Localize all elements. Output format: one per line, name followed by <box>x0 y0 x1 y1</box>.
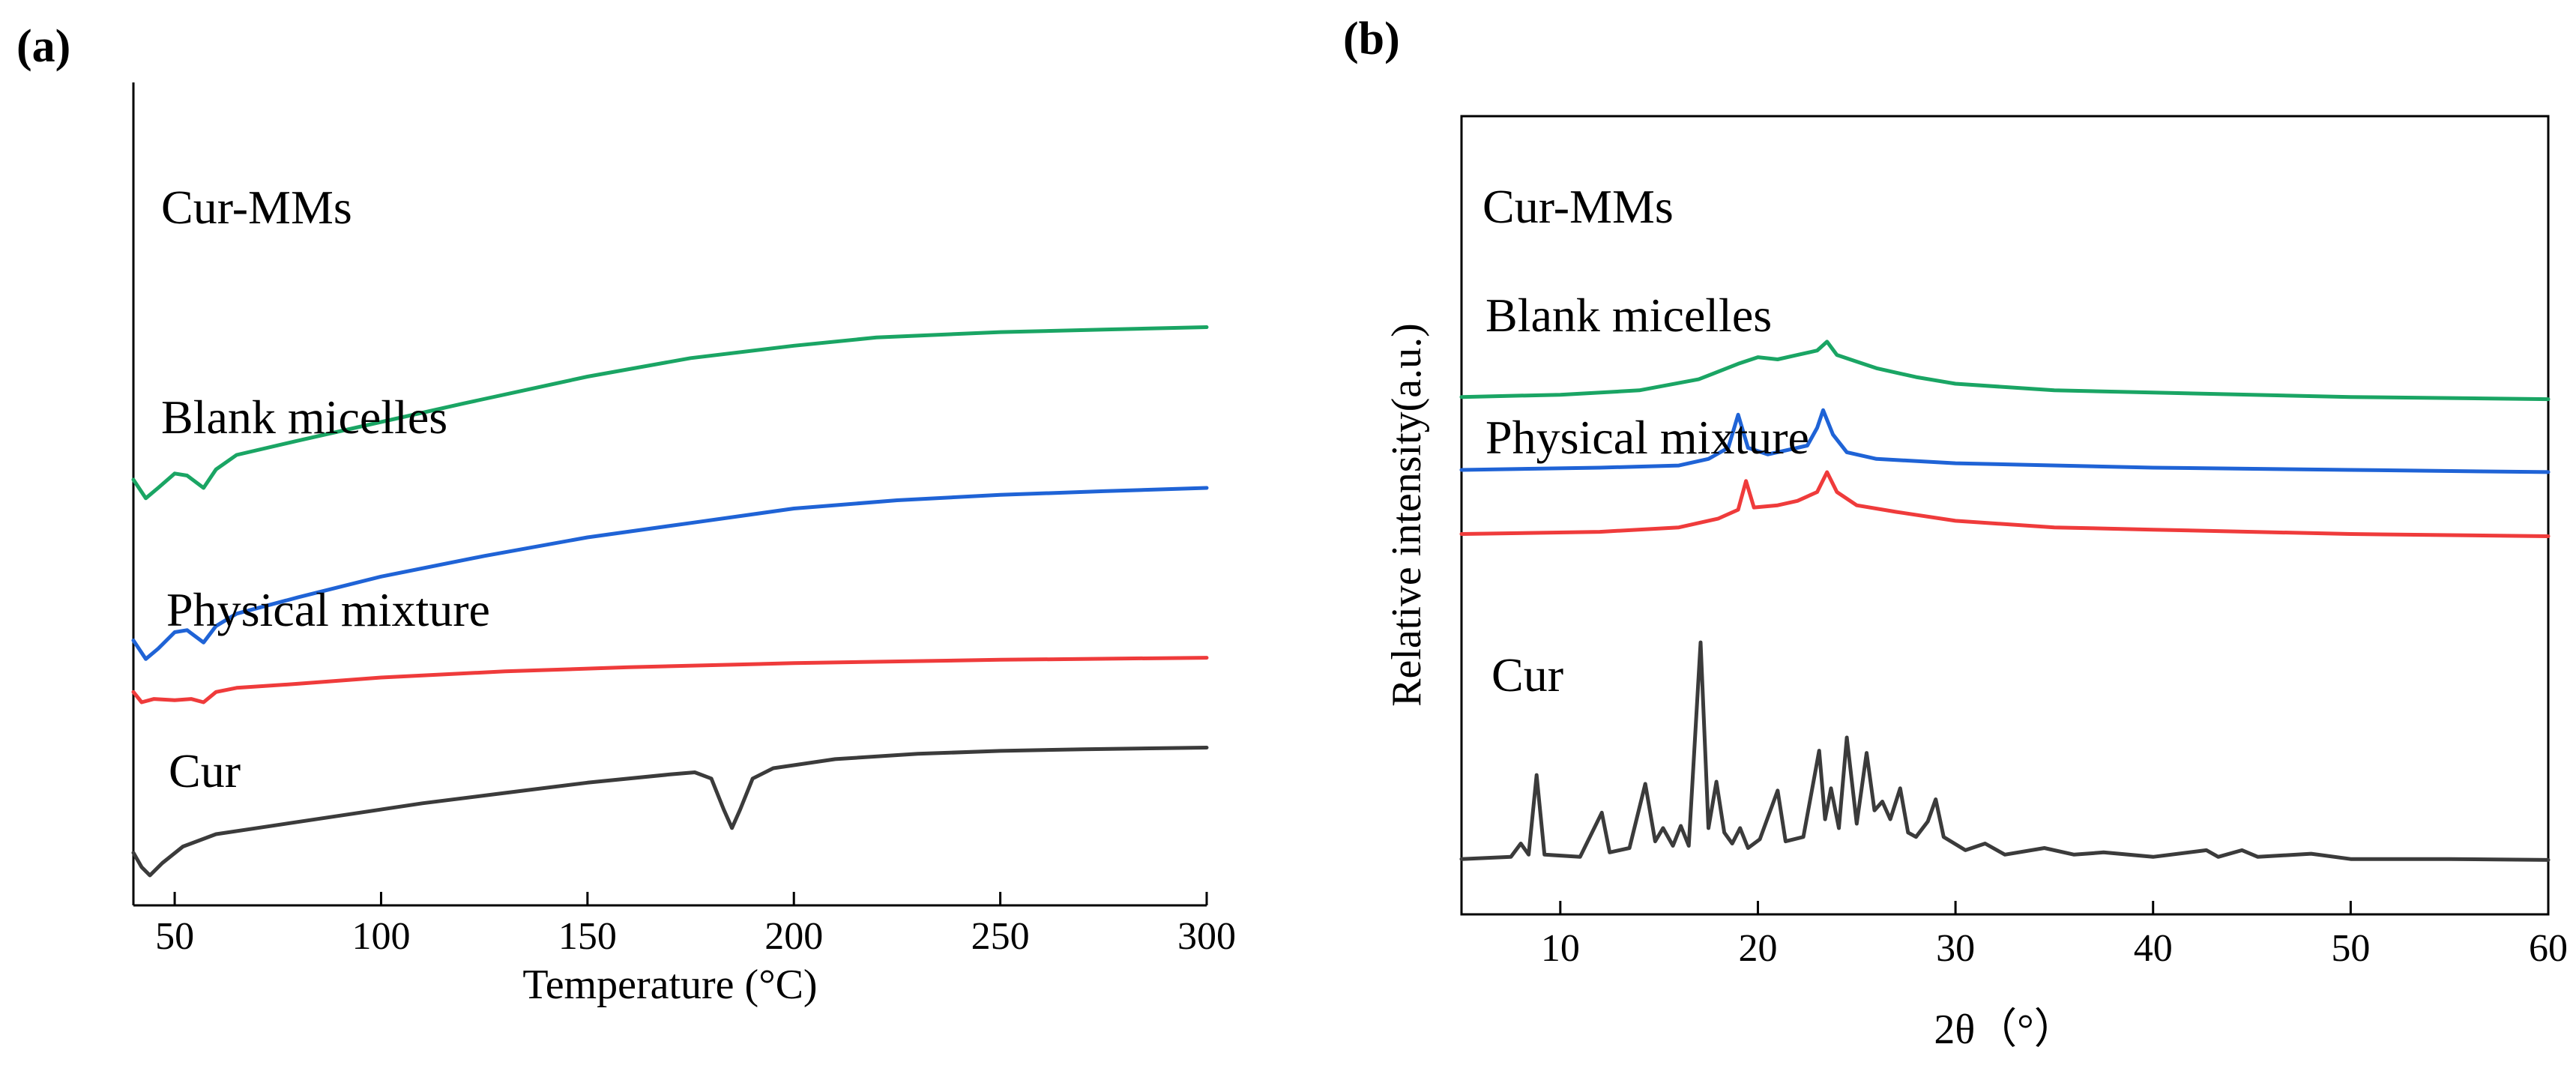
dsc-series-label-physical-mixture: Physical mixture <box>166 583 490 636</box>
xrd-x-tick-label-60: 60 <box>2529 927 2568 970</box>
xrd-x-tick-label-10: 10 <box>1541 927 1580 970</box>
dsc-series: Cur-MMs Blank micelles Physical mixture Cur <box>131 181 1209 878</box>
xrd-frame <box>1460 115 2550 916</box>
dsc-series-line-physical-mixture <box>131 656 1209 705</box>
dsc-chart: 50 100 150 200 250 300 Cur-MMs Blank micelles P… <box>131 82 1236 1008</box>
dsc-series-label-cur-mms: Cur-MMs <box>161 181 352 234</box>
dsc-series-label-blank-micelles: Blank micelles <box>161 390 447 444</box>
xrd-series-label-cur: Cur <box>1491 648 1563 702</box>
xrd-series-line-cur <box>1459 640 2551 862</box>
panel-label-a: (a) <box>16 21 70 72</box>
xrd-chart: 10 20 30 40 50 60 Cur-MMs Blank micelles Physic… <box>1384 115 2568 1053</box>
xrd-series-line-cur-mms <box>1459 340 2551 402</box>
xrd-x-tick-label-50: 50 <box>2331 927 2370 970</box>
xrd-x-ticks: 10 20 30 40 50 60 <box>1541 901 2568 970</box>
dsc-x-tick-label-300: 300 <box>1177 915 1236 958</box>
xrd-x-axis-title: 2θ（°） <box>1934 1007 2075 1053</box>
dsc-x-tick-label-150: 150 <box>558 915 617 958</box>
xrd-series-line-blank-micelles <box>1459 408 2551 474</box>
xrd-series-line-physical-mixture <box>1459 470 2551 538</box>
dsc-x-axis-title: Temperature (°C) <box>522 962 817 1008</box>
dsc-x-tick-label-100: 100 <box>352 915 410 958</box>
dsc-x-tick-label-50: 50 <box>155 915 194 958</box>
xrd-series-label-cur-mms: Cur-MMs <box>1482 180 1674 233</box>
xrd-y-axis-title: Relative intensity(a.u.) <box>1384 323 1430 707</box>
xrd-x-tick-label-40: 40 <box>2134 927 2173 970</box>
xrd-x-tick-label-20: 20 <box>1738 927 1777 970</box>
xrd-series: Cur-MMs Blank micelles Physical mixture Cur <box>1459 180 2551 862</box>
dsc-x-tick-label-250: 250 <box>971 915 1030 958</box>
dsc-x-tick-label-200: 200 <box>764 915 823 958</box>
xrd-series-label-physical-mixture: Physical mixture <box>1485 411 1809 464</box>
xrd-series-label-blank-micelles: Blank micelles <box>1485 289 1772 342</box>
panel-label-b: (b) <box>1343 13 1400 64</box>
xrd-x-tick-label-30: 30 <box>1936 927 1975 970</box>
dsc-series-line-cur-mms <box>131 325 1209 501</box>
dsc-series-label-cur: Cur <box>169 744 241 797</box>
dsc-x-ticks: 50 100 150 200 250 300 <box>155 892 1236 958</box>
dsc-series-line-cur <box>131 746 1209 878</box>
dsc-series-line-blank-micelles <box>131 486 1209 661</box>
